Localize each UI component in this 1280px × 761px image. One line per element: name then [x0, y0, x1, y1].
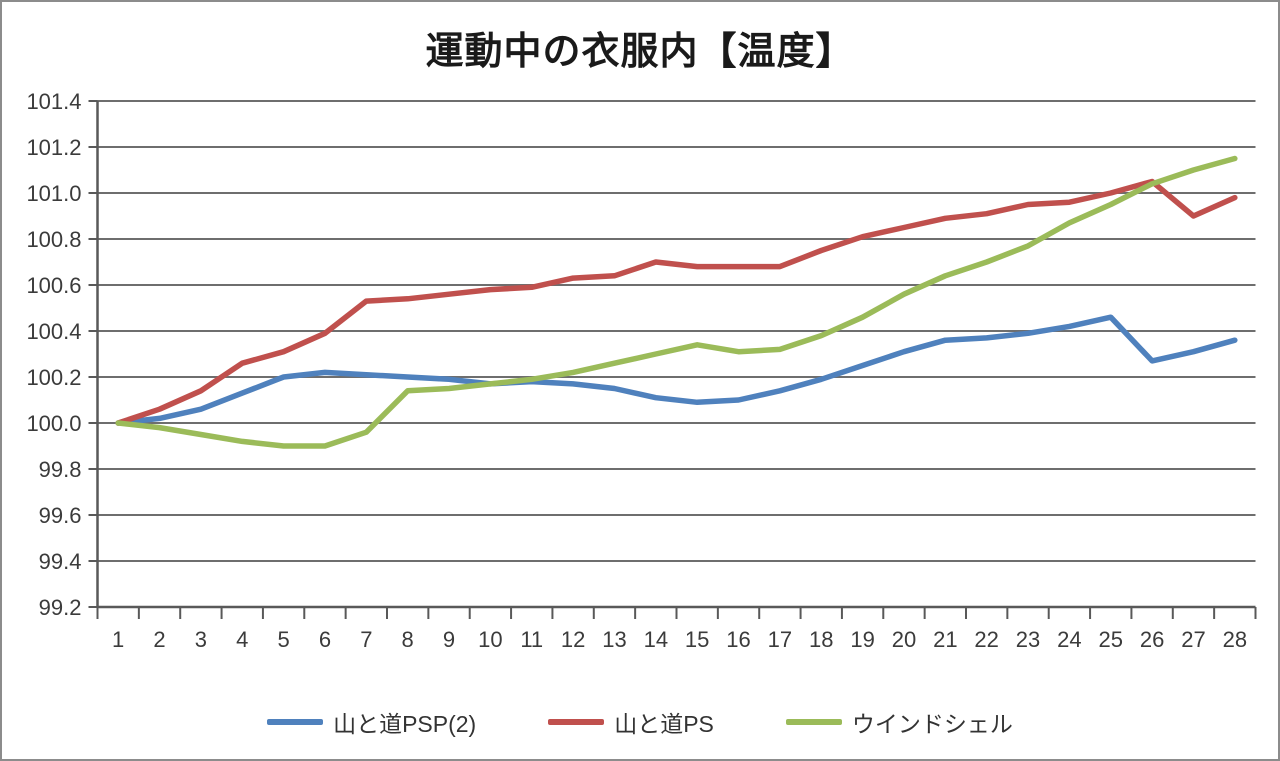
x-tick-label: 24 [1057, 627, 1081, 652]
x-tick-label: 16 [726, 627, 750, 652]
x-tick-label: 11 [520, 627, 543, 652]
x-tick-label: 9 [443, 627, 455, 652]
x-tick-label: 22 [974, 627, 998, 652]
legend-label-psp2: 山と道PSP(2) [333, 711, 477, 737]
x-tick-label: 27 [1181, 627, 1205, 652]
y-tick-label: 100.6 [26, 273, 81, 298]
x-tick-label: 1 [112, 627, 124, 652]
x-tick-label: 4 [236, 627, 248, 652]
legend-swatch-ps [548, 719, 605, 725]
y-tick-label: 101.4 [26, 89, 81, 114]
legend: 山と道PSP(2) 山と道PS ウインドシェル [2, 705, 1278, 739]
x-tick-label: 20 [892, 627, 916, 652]
y-tick-label: 99.8 [39, 457, 82, 482]
x-tick-label: 6 [319, 627, 331, 652]
y-tick-label: 100.0 [26, 411, 81, 436]
series-line-1 [115, 178, 1238, 426]
x-tick-label: 21 [933, 627, 957, 652]
y-tick-label: 100.2 [26, 365, 81, 390]
x-tick-label: 25 [1099, 627, 1123, 652]
x-tick-label: 28 [1223, 627, 1247, 652]
legend-swatch-psp2 [267, 719, 324, 725]
x-tick-label: 15 [685, 627, 709, 652]
x-tick-label: 13 [602, 627, 626, 652]
legend-item-psp2: 山と道PSP(2) [267, 705, 476, 739]
y-tick-label: 99.2 [39, 595, 82, 620]
x-tick-label: 17 [768, 627, 792, 652]
x-tick-label: 8 [402, 627, 414, 652]
legend-swatch-windshell [785, 719, 842, 725]
x-tick-label: 2 [153, 627, 165, 652]
x-tick-label: 14 [644, 627, 668, 652]
legend-label-ps: 山と道PS [614, 711, 714, 737]
x-tick-label: 3 [195, 627, 207, 652]
y-tick-label: 99.6 [39, 503, 82, 528]
x-tick-label: 12 [561, 627, 585, 652]
y-tick-label: 100.4 [26, 319, 81, 344]
y-tick-label: 99.4 [39, 549, 82, 574]
x-tick-label: 18 [809, 627, 833, 652]
legend-label-windshell: ウインドシェル [851, 711, 1013, 737]
chart-title: 運動中の衣服内【温度】 [425, 31, 855, 73]
y-tick-label: 100.8 [26, 227, 81, 252]
x-tick-label: 26 [1140, 627, 1164, 652]
series-line-0 [115, 314, 1238, 426]
x-tick-label: 23 [1016, 627, 1040, 652]
y-tick-label: 101.0 [26, 181, 81, 206]
x-tick-label: 10 [478, 627, 502, 652]
x-tick-label: 5 [277, 627, 289, 652]
x-tick-label: 19 [850, 627, 874, 652]
series-line-2 [115, 155, 1238, 449]
legend-item-ps: 山と道PS [548, 705, 714, 739]
x-tick-label: 7 [360, 627, 372, 652]
y-tick-label: 101.2 [26, 135, 81, 160]
legend-item-windshell: ウインドシェル [785, 705, 1013, 739]
